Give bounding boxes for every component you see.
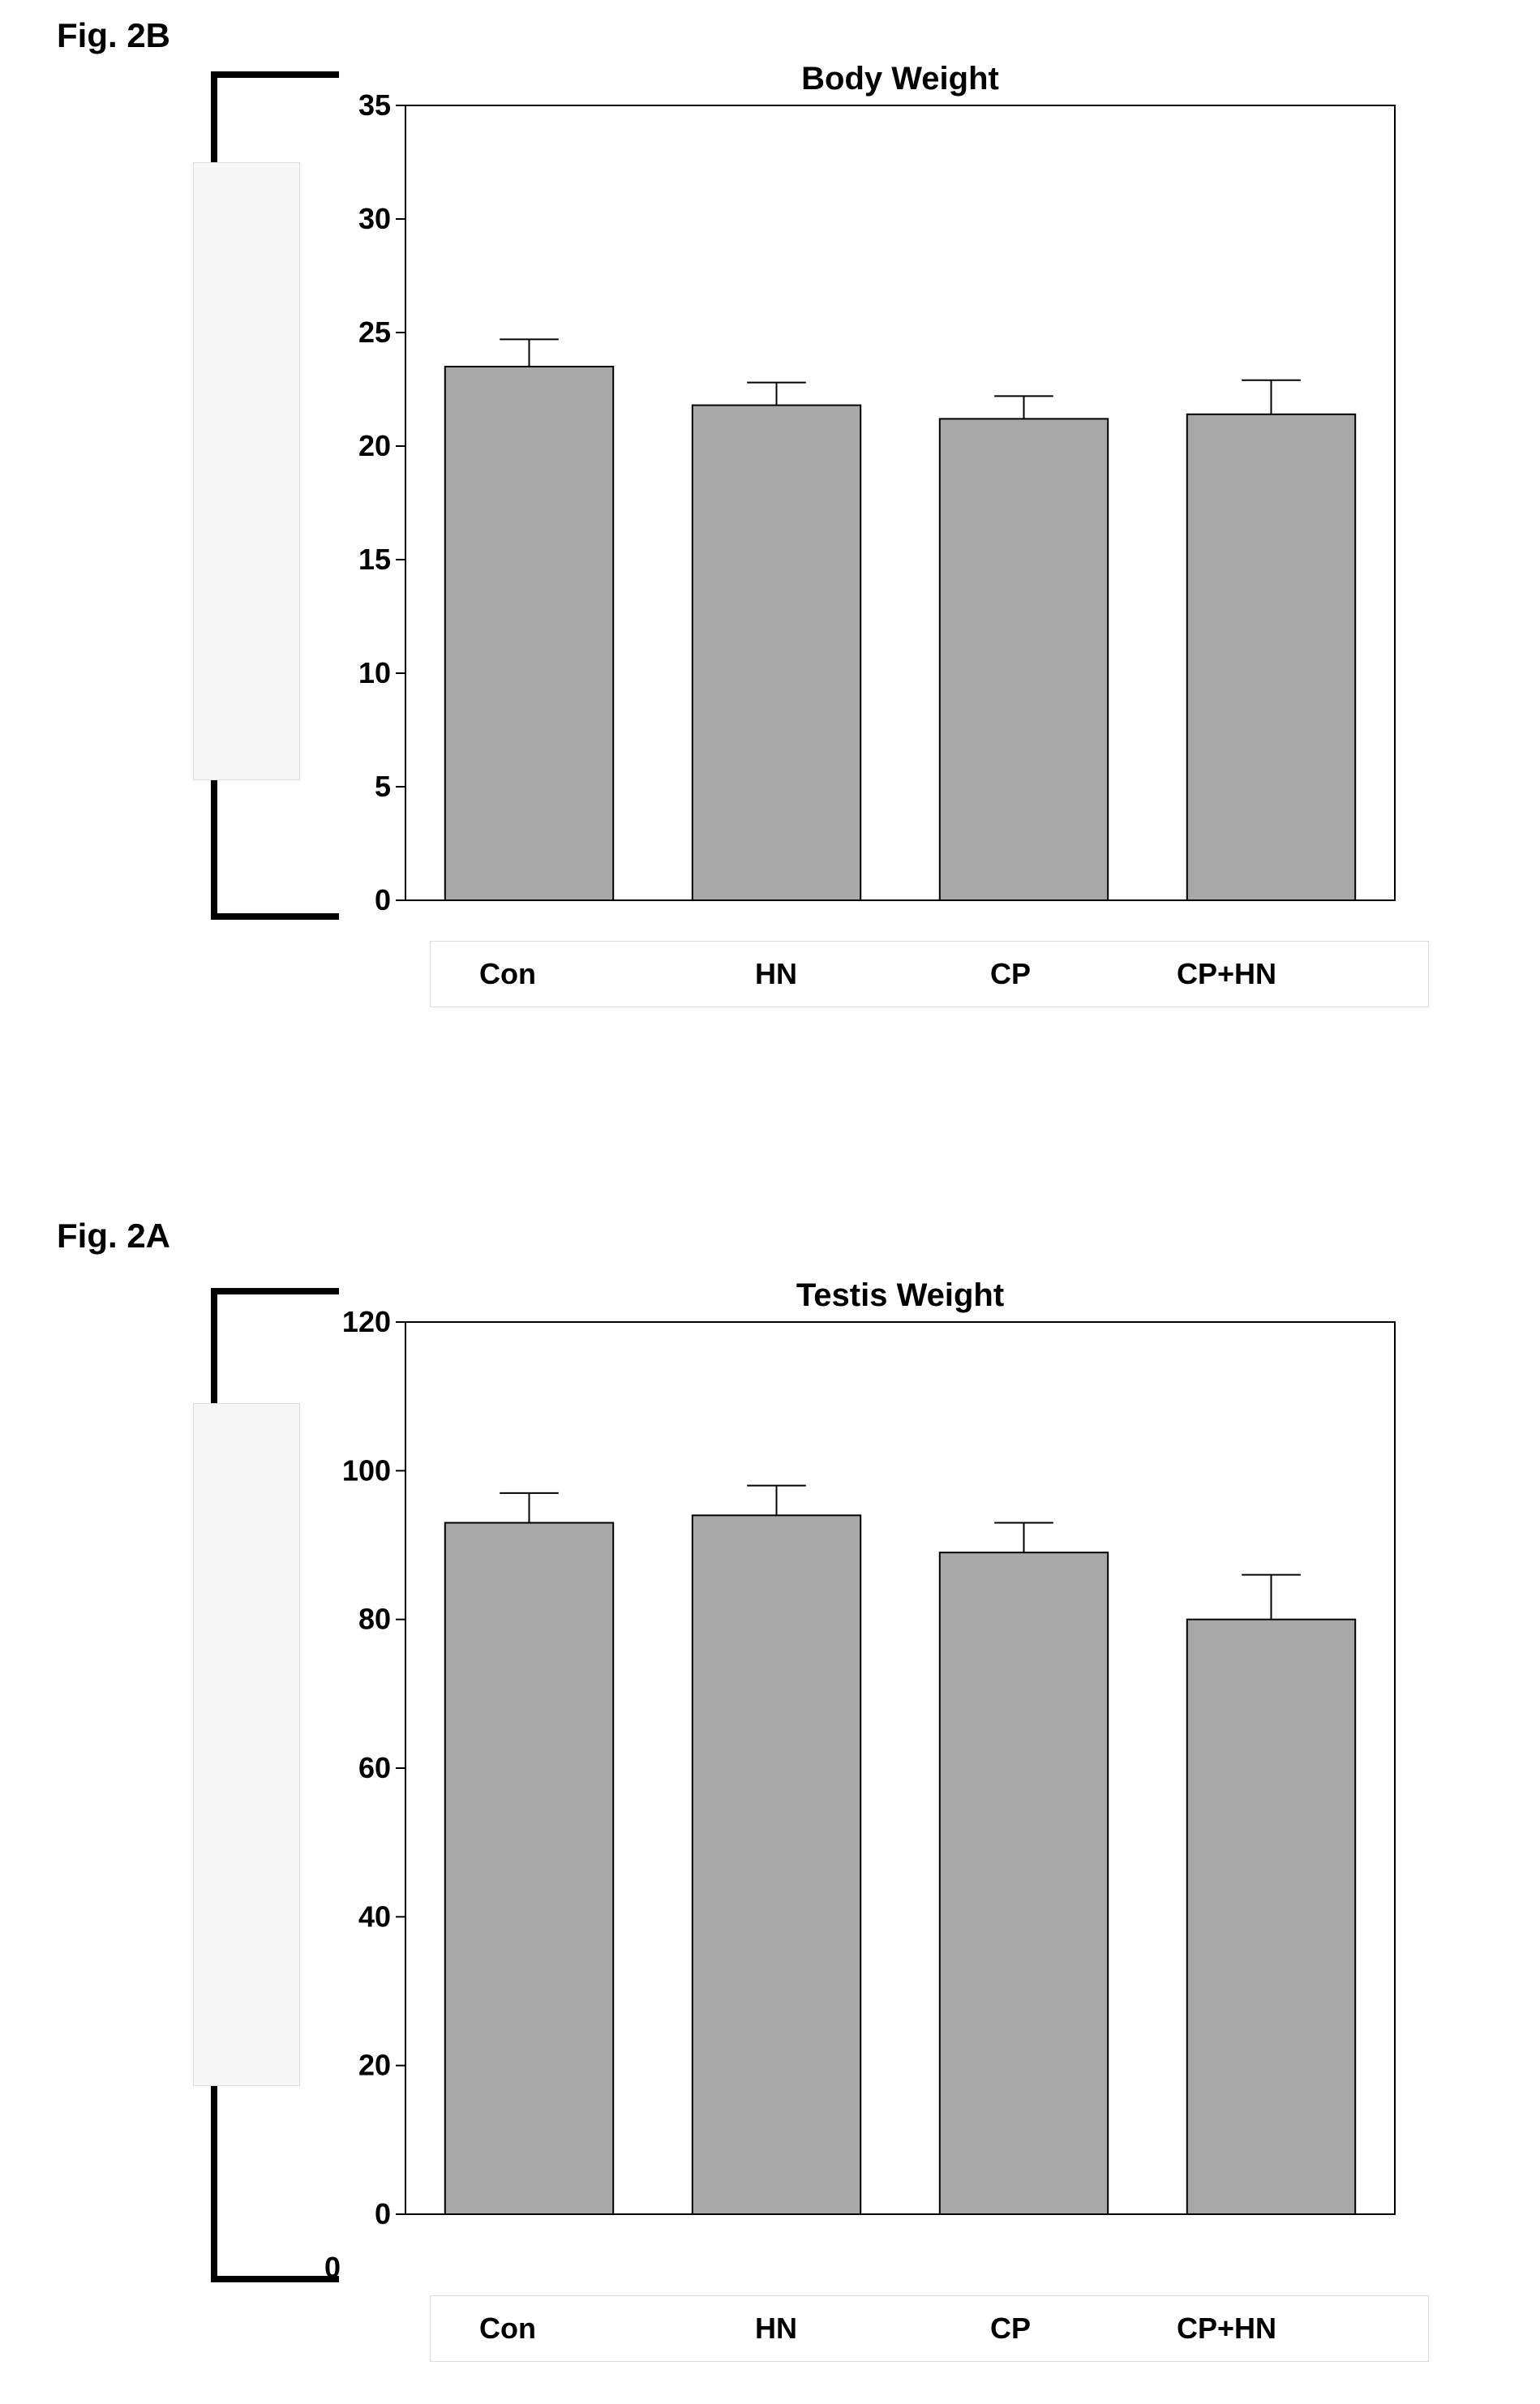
- svg-text:35: 35: [358, 88, 391, 122]
- svg-text:Testis Weight: Testis Weight: [796, 1277, 1004, 1313]
- fig2b-cat-cp: CP: [990, 957, 1031, 991]
- svg-text:5: 5: [375, 770, 391, 803]
- fig2b-cat-cphn: CP+HN: [1177, 957, 1276, 991]
- svg-text:100: 100: [342, 1453, 391, 1487]
- fig2b-cat-hn: HN: [755, 957, 797, 991]
- fig2a-cat-cp: CP: [990, 2312, 1031, 2346]
- fig2a-chart-wrap: Testis Weight020406080100120Testis Wt. (…: [211, 1265, 1452, 2385]
- svg-text:20: 20: [358, 2049, 391, 2082]
- svg-text:0: 0: [375, 883, 391, 917]
- fig2a-cat-cphn: CP+HN: [1177, 2312, 1276, 2346]
- fig2b-ylabel-box: [193, 162, 300, 780]
- svg-text:25: 25: [358, 316, 391, 349]
- fig2a-svg: Testis Weight020406080100120Testis Wt. (…: [211, 1265, 1452, 2320]
- fig2a-axis-box: Con HN CP CP+HN: [430, 2295, 1429, 2362]
- page: Fig. 2B Body Weight05101520253035Body Wt…: [0, 0, 1540, 2404]
- fig2a-label: Fig. 2A: [57, 1217, 170, 1256]
- fig2a-cat-hn: HN: [755, 2312, 797, 2346]
- fig2b-cat-con: Con: [479, 957, 536, 991]
- fig2a-ylabel-box: [193, 1403, 300, 2086]
- svg-text:30: 30: [358, 202, 391, 235]
- svg-text:60: 60: [358, 1751, 391, 1784]
- fig2a-cat-con: Con: [479, 2312, 536, 2346]
- fig2a-bottom-zero: 0: [324, 2251, 341, 2285]
- svg-text:80: 80: [358, 1603, 391, 1636]
- fig2b-chart-wrap: Body Weight05101520253035Body Wt. (g) Co…: [211, 49, 1452, 1103]
- fig2b-label: Fig. 2B: [57, 16, 170, 55]
- svg-text:120: 120: [342, 1305, 391, 1338]
- svg-text:Body Weight: Body Weight: [801, 61, 999, 97]
- svg-text:15: 15: [358, 543, 391, 576]
- fig2b-svg: Body Weight05101520253035Body Wt. (g): [211, 49, 1452, 990]
- svg-text:0: 0: [375, 2197, 391, 2230]
- svg-text:20: 20: [358, 429, 391, 462]
- svg-text:40: 40: [358, 1900, 391, 1933]
- fig2b-axis-box: Con HN CP CP+HN: [430, 941, 1429, 1007]
- svg-text:10: 10: [358, 656, 391, 689]
